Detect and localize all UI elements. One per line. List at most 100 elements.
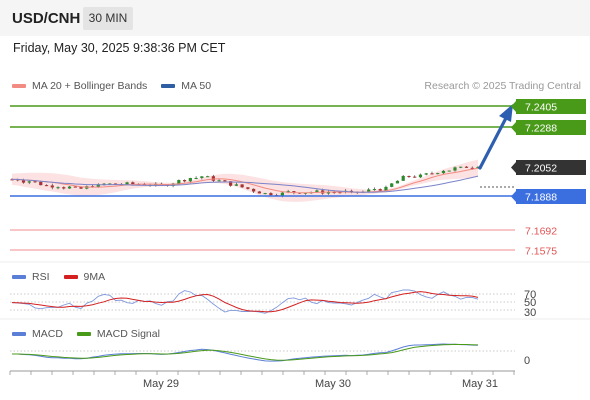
candle-body bbox=[441, 170, 446, 174]
candle-body bbox=[62, 187, 66, 189]
macd-swatch bbox=[12, 332, 26, 336]
legend-9ma-label: 9MA bbox=[83, 271, 106, 283]
candle-body bbox=[430, 173, 434, 175]
candle-body bbox=[252, 188, 256, 192]
timestamp: Friday, May 30, 2025 9:38:36 PM CET bbox=[13, 41, 226, 55]
candle-body bbox=[292, 191, 296, 193]
candle-body bbox=[246, 187, 250, 189]
legend-9ma: 9MA bbox=[63, 271, 106, 283]
target-arrow-shaft bbox=[478, 116, 508, 170]
candle-body bbox=[131, 182, 135, 185]
candle-body bbox=[200, 176, 204, 178]
candle-body bbox=[229, 181, 233, 186]
candle-body bbox=[125, 182, 129, 185]
candle-body bbox=[470, 167, 474, 169]
legend-macd-signal-label: MACD Signal bbox=[96, 328, 160, 340]
header-bar: USD/CNH 30 MIN bbox=[0, 0, 590, 36]
legend-macd-label: MACD bbox=[32, 328, 63, 340]
price-legend: MA 20 + Bollinger Bands MA 50 bbox=[12, 80, 225, 92]
candle-body bbox=[447, 170, 451, 172]
candle-body bbox=[436, 173, 440, 175]
tag-s1-text: 7.1692 bbox=[525, 226, 557, 238]
candle-body bbox=[234, 184, 238, 186]
legend-rsi: RSI bbox=[12, 271, 50, 283]
candle-body bbox=[182, 180, 187, 182]
candle-body bbox=[332, 192, 336, 194]
candle-body bbox=[464, 166, 469, 168]
candle-body bbox=[378, 189, 382, 191]
candle-body bbox=[372, 189, 377, 191]
rsi-ma-line bbox=[11, 291, 479, 313]
candle-body bbox=[280, 192, 284, 196]
legend-rsi-label: RSI bbox=[32, 271, 50, 283]
ma9-swatch bbox=[63, 275, 78, 279]
candle-body bbox=[407, 175, 411, 177]
x-axis-ticks bbox=[9, 371, 515, 375]
x-label-may30: May 30 bbox=[315, 378, 351, 390]
candle-body bbox=[453, 167, 457, 171]
candle-body bbox=[257, 191, 261, 194]
candle-body bbox=[39, 181, 43, 186]
bollinger-band bbox=[12, 159, 478, 202]
research-credit: Research © 2025 Trading Central bbox=[424, 80, 581, 92]
ma50-line bbox=[12, 175, 479, 193]
macd-signal-line bbox=[12, 343, 479, 361]
target-arrow-head bbox=[499, 104, 513, 122]
candle-body bbox=[206, 176, 210, 178]
candle-body bbox=[384, 186, 388, 191]
candle-body bbox=[96, 184, 100, 188]
candle-body bbox=[79, 186, 83, 189]
x-label-may29: May 29 bbox=[143, 378, 179, 390]
timeframe-button[interactable]: 30 MIN bbox=[83, 7, 133, 30]
rsi-swatch bbox=[12, 275, 26, 279]
tag-r1-text: 7.2288 bbox=[525, 123, 557, 135]
candle-body bbox=[413, 176, 417, 178]
tag-pivot-text: 7.1888 bbox=[525, 192, 557, 204]
candle-body bbox=[240, 184, 244, 188]
rsi-50-label: 50 bbox=[524, 297, 536, 309]
macd-legend: MACD MACD Signal bbox=[12, 328, 174, 340]
candle-body bbox=[390, 183, 394, 187]
legend-ma20-label: MA 20 + Bollinger Bands bbox=[32, 80, 148, 92]
candle-body bbox=[263, 193, 267, 195]
legend-ma50: MA 50 bbox=[161, 80, 211, 92]
candle-body bbox=[349, 190, 354, 192]
candle-body bbox=[315, 190, 319, 193]
candle-body bbox=[211, 176, 215, 181]
tag-r2-text: 7.2405 bbox=[525, 102, 557, 114]
rsi-legend: RSI 9MA bbox=[12, 271, 119, 283]
legend-macd-signal: MACD Signal bbox=[76, 328, 160, 340]
candle-body bbox=[113, 183, 118, 185]
tag-last: 7.2052 bbox=[511, 160, 586, 175]
candle-body bbox=[44, 185, 49, 187]
candle-body bbox=[50, 185, 54, 188]
candle-body bbox=[27, 181, 31, 183]
ma20-swatch bbox=[12, 84, 26, 88]
macd-zero-label: 0 bbox=[524, 355, 530, 367]
candle-body bbox=[223, 180, 227, 182]
candle-body bbox=[67, 186, 72, 189]
tag-r2: 7.2405 bbox=[511, 99, 586, 114]
tag-r1: 7.2288 bbox=[511, 120, 586, 135]
legend-ma20: MA 20 + Bollinger Bands bbox=[12, 80, 147, 92]
candle-body bbox=[33, 181, 37, 183]
candle-body bbox=[395, 180, 400, 184]
ma50-swatch bbox=[161, 84, 176, 88]
rsi-70-label: 70 bbox=[524, 289, 536, 301]
candle-body bbox=[194, 177, 198, 179]
candle-body bbox=[217, 180, 221, 182]
candle-body bbox=[401, 175, 405, 181]
candle-body bbox=[459, 166, 463, 168]
tag-s2-text: 7.1575 bbox=[525, 246, 557, 258]
candle-body bbox=[269, 193, 273, 196]
tag-pivot: 7.1888 bbox=[511, 189, 586, 204]
tag-last-text: 7.2052 bbox=[525, 163, 557, 175]
candle-body bbox=[108, 183, 112, 185]
candle-body bbox=[476, 167, 480, 169]
legend-ma50-label: MA 50 bbox=[181, 80, 212, 92]
candle-body bbox=[73, 186, 77, 188]
candle-body bbox=[16, 179, 20, 181]
macd-signal-swatch bbox=[76, 332, 91, 336]
candle-body bbox=[424, 173, 428, 175]
